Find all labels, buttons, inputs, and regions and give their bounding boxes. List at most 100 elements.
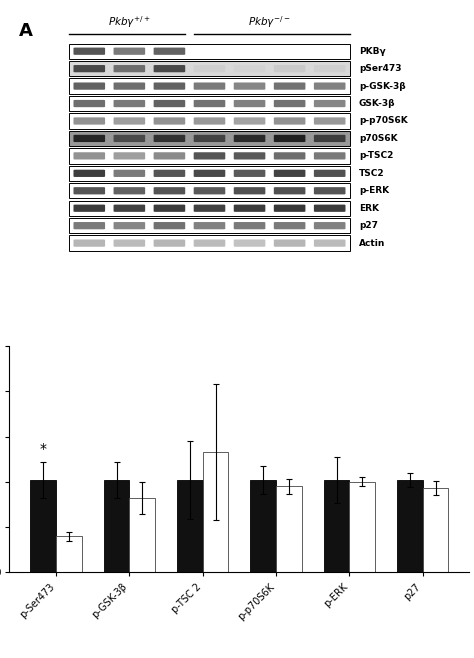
- FancyBboxPatch shape: [234, 222, 265, 229]
- Text: ERK: ERK: [359, 204, 379, 213]
- FancyBboxPatch shape: [314, 100, 346, 107]
- FancyBboxPatch shape: [234, 240, 265, 247]
- FancyBboxPatch shape: [274, 65, 305, 72]
- FancyBboxPatch shape: [154, 187, 185, 194]
- FancyBboxPatch shape: [314, 205, 346, 212]
- Text: p-TSC2: p-TSC2: [359, 151, 393, 161]
- FancyBboxPatch shape: [194, 135, 225, 142]
- Bar: [276, 486, 301, 572]
- FancyBboxPatch shape: [73, 170, 105, 177]
- FancyBboxPatch shape: [73, 65, 105, 72]
- FancyBboxPatch shape: [73, 152, 105, 159]
- FancyBboxPatch shape: [274, 117, 305, 124]
- Text: p-p70S6K: p-p70S6K: [359, 116, 408, 126]
- Bar: [69, 78, 350, 94]
- FancyBboxPatch shape: [314, 240, 346, 247]
- Bar: [423, 488, 448, 572]
- Bar: [69, 96, 350, 111]
- Bar: [69, 43, 350, 59]
- Bar: [69, 201, 350, 216]
- Text: p-GSK-3β: p-GSK-3β: [359, 82, 406, 91]
- FancyBboxPatch shape: [234, 205, 265, 212]
- Bar: [69, 183, 350, 199]
- FancyBboxPatch shape: [73, 47, 105, 55]
- FancyBboxPatch shape: [314, 187, 346, 194]
- FancyBboxPatch shape: [234, 135, 265, 142]
- Bar: [56, 536, 82, 572]
- Text: p70S6K: p70S6K: [359, 134, 398, 143]
- FancyBboxPatch shape: [314, 135, 346, 142]
- FancyBboxPatch shape: [194, 82, 225, 89]
- FancyBboxPatch shape: [154, 82, 185, 89]
- Text: Actin: Actin: [359, 239, 385, 247]
- Bar: [69, 131, 350, 146]
- FancyBboxPatch shape: [114, 135, 145, 142]
- FancyBboxPatch shape: [234, 152, 265, 159]
- FancyBboxPatch shape: [274, 152, 305, 159]
- FancyBboxPatch shape: [73, 187, 105, 194]
- Text: *: *: [40, 442, 47, 457]
- FancyBboxPatch shape: [194, 222, 225, 229]
- FancyBboxPatch shape: [73, 135, 105, 142]
- FancyBboxPatch shape: [314, 82, 346, 89]
- FancyBboxPatch shape: [234, 170, 265, 177]
- FancyBboxPatch shape: [194, 152, 225, 159]
- Bar: [177, 480, 203, 572]
- FancyBboxPatch shape: [274, 205, 305, 212]
- FancyBboxPatch shape: [194, 240, 225, 247]
- Bar: [69, 236, 350, 251]
- Bar: [129, 498, 155, 572]
- FancyBboxPatch shape: [114, 222, 145, 229]
- FancyBboxPatch shape: [114, 117, 145, 124]
- FancyBboxPatch shape: [234, 187, 265, 194]
- Bar: [203, 452, 228, 572]
- Bar: [324, 480, 349, 572]
- Bar: [69, 148, 350, 164]
- FancyBboxPatch shape: [154, 222, 185, 229]
- Text: GSK-3β: GSK-3β: [359, 99, 395, 108]
- FancyBboxPatch shape: [274, 240, 305, 247]
- Bar: [104, 480, 129, 572]
- Bar: [250, 480, 276, 572]
- FancyBboxPatch shape: [114, 152, 145, 159]
- FancyBboxPatch shape: [154, 170, 185, 177]
- FancyBboxPatch shape: [73, 82, 105, 89]
- FancyBboxPatch shape: [114, 205, 145, 212]
- FancyBboxPatch shape: [154, 100, 185, 107]
- FancyBboxPatch shape: [274, 170, 305, 177]
- Text: pSer473: pSer473: [359, 64, 401, 73]
- Bar: [69, 218, 350, 234]
- FancyBboxPatch shape: [154, 65, 185, 72]
- FancyBboxPatch shape: [114, 100, 145, 107]
- FancyBboxPatch shape: [114, 170, 145, 177]
- Text: p27: p27: [359, 221, 378, 230]
- FancyBboxPatch shape: [114, 47, 145, 55]
- Text: $\mathit{Pkb}\gamma^{+/+}$: $\mathit{Pkb}\gamma^{+/+}$: [108, 14, 151, 30]
- FancyBboxPatch shape: [154, 240, 185, 247]
- FancyBboxPatch shape: [194, 170, 225, 177]
- Bar: [69, 61, 350, 76]
- FancyBboxPatch shape: [314, 65, 346, 72]
- FancyBboxPatch shape: [154, 117, 185, 124]
- FancyBboxPatch shape: [274, 187, 305, 194]
- FancyBboxPatch shape: [194, 117, 225, 124]
- FancyBboxPatch shape: [73, 117, 105, 124]
- FancyBboxPatch shape: [114, 82, 145, 89]
- FancyBboxPatch shape: [194, 205, 225, 212]
- Bar: [30, 480, 56, 572]
- FancyBboxPatch shape: [114, 240, 145, 247]
- FancyBboxPatch shape: [154, 135, 185, 142]
- Text: TSC2: TSC2: [359, 169, 384, 178]
- Bar: [349, 482, 375, 572]
- Text: PKBγ: PKBγ: [359, 47, 385, 56]
- Bar: [397, 480, 423, 572]
- FancyBboxPatch shape: [154, 47, 185, 55]
- FancyBboxPatch shape: [234, 117, 265, 124]
- FancyBboxPatch shape: [114, 65, 145, 72]
- FancyBboxPatch shape: [73, 222, 105, 229]
- FancyBboxPatch shape: [194, 187, 225, 194]
- FancyBboxPatch shape: [234, 100, 265, 107]
- FancyBboxPatch shape: [314, 222, 346, 229]
- Bar: [69, 166, 350, 181]
- FancyBboxPatch shape: [314, 152, 346, 159]
